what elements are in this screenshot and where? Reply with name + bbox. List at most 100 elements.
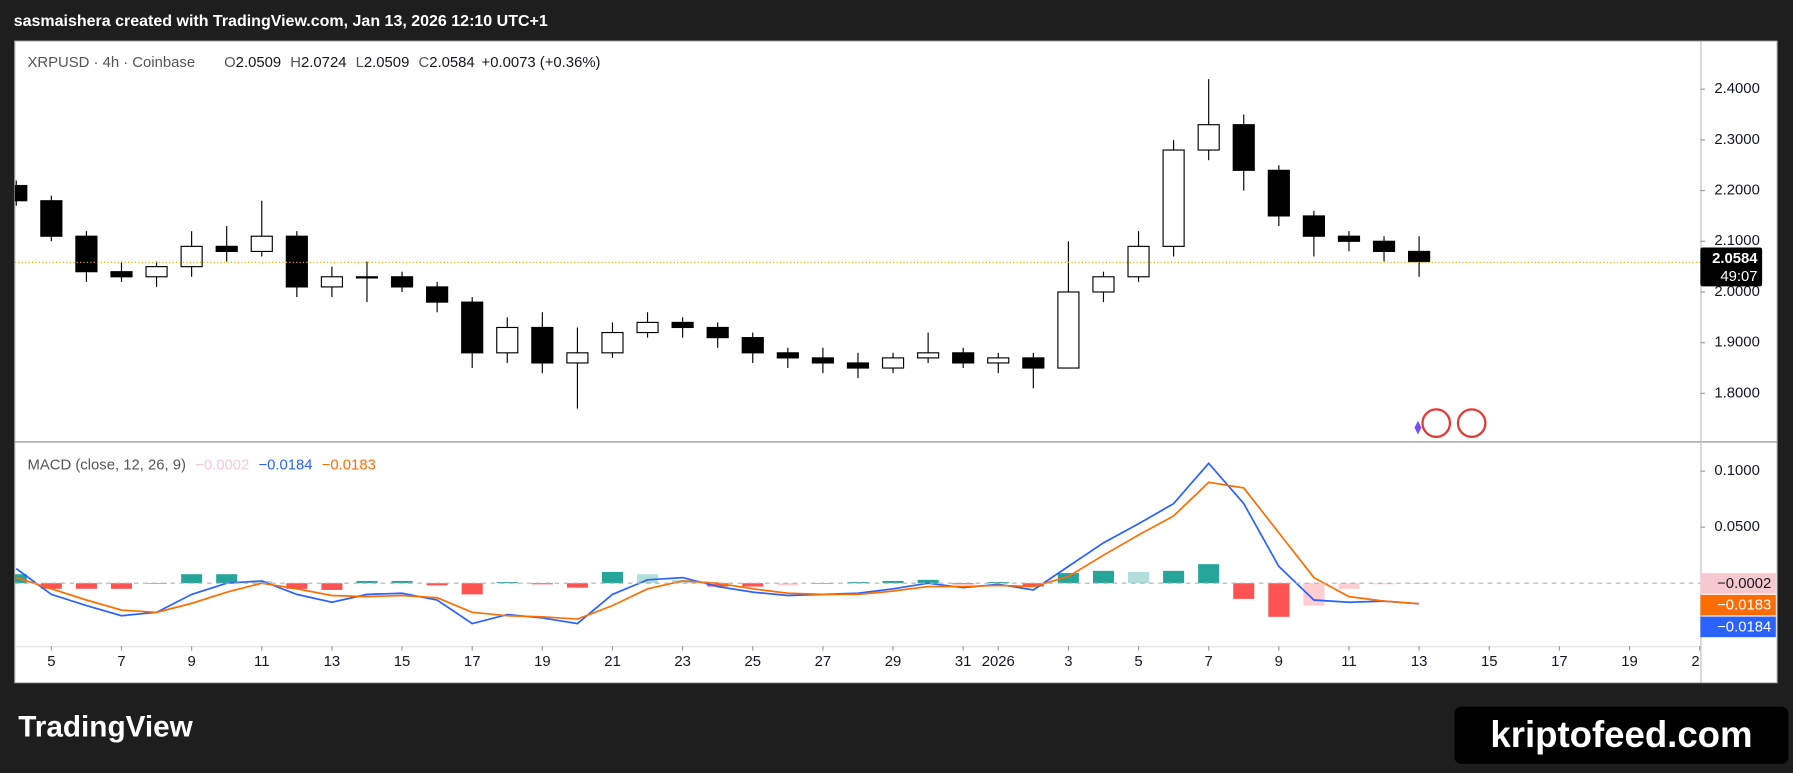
candle-body (1267, 169, 1290, 217)
x-tick-label: 15 (1481, 654, 1498, 670)
histogram-bar (426, 583, 448, 586)
x-tick-label: 25 (744, 654, 761, 670)
histogram-bar (1092, 570, 1114, 584)
candle-body (426, 286, 449, 303)
x-tick-label: 29 (885, 654, 902, 670)
histogram-bar (777, 583, 799, 586)
y-tick-label: 2.0000 (1714, 284, 1759, 300)
last-price-label: 2.0584 (1712, 251, 1758, 267)
histogram-bar (216, 574, 238, 584)
x-tick-label: 11 (254, 654, 269, 670)
candle-body (1232, 124, 1255, 171)
x-tick-label: 5 (1134, 654, 1142, 670)
x-tick-label: 19 (534, 654, 551, 670)
x-tick-label: 21 (604, 654, 621, 670)
value-tag (1700, 594, 1776, 616)
histogram-bar (1268, 583, 1290, 617)
candle-body (461, 301, 484, 354)
candle-body (846, 362, 870, 369)
x-tick-label: 21 (1691, 654, 1708, 670)
candle-body (1372, 240, 1396, 253)
histogram-bar (952, 583, 974, 585)
header-title: sasmaishera created with TradingView.com… (14, 13, 548, 30)
histogram-bar (1057, 573, 1079, 584)
histogram-bar (286, 583, 308, 589)
ohlc-value: 2.0509 (236, 55, 281, 71)
ohlc-value: 2.0509 (364, 55, 409, 71)
candle-body (285, 235, 308, 288)
histogram-bar (1163, 570, 1185, 584)
y-tick-label: 2.2000 (1714, 183, 1759, 199)
ohlc-key: L (356, 55, 364, 71)
x-tick-label: 9 (1275, 654, 1283, 670)
signal-line (16, 481, 1420, 620)
x-tick-label: 27 (815, 654, 832, 670)
candle-body (14, 184, 28, 202)
macd-line (15, 461, 1420, 625)
histogram-bar (40, 583, 62, 589)
x-tick-label: 15 (394, 654, 411, 670)
y-tick-label: 2.1000 (1714, 233, 1759, 249)
macd-legend: MACD (close, 12, 26, 9) −0.0002 −0.0184 −0.… (27, 457, 375, 473)
histogram-bar (531, 583, 553, 585)
brand-logo: TradingView (18, 710, 193, 743)
candle-body (180, 245, 203, 268)
candle-body (636, 321, 659, 334)
x-tick-label: 31 (955, 654, 972, 670)
histogram-bar (707, 583, 729, 587)
x-tick-label: 19 (1621, 654, 1638, 670)
candle-body (601, 331, 624, 354)
x-tick-label: 11 (1341, 654, 1356, 670)
candle-body (250, 235, 273, 253)
candle-body (320, 276, 344, 288)
candle-body (741, 337, 764, 354)
y-tick-label: 1.8000 (1714, 385, 1759, 401)
x-tick-label: 13 (324, 654, 341, 670)
histogram-bar (1022, 583, 1044, 587)
ohlc-key: O (224, 55, 236, 71)
candle-body (110, 271, 133, 278)
countdown-label: 49:07 (1720, 269, 1757, 285)
x-tick-label: 7 (1205, 654, 1213, 670)
histogram-bar (461, 583, 483, 595)
candle-body (390, 276, 414, 288)
candle-body (1302, 215, 1325, 237)
candle-body (1092, 276, 1115, 293)
candle-body (355, 276, 379, 279)
candle-body (917, 352, 940, 359)
histogram-bar (1373, 583, 1395, 585)
x-tick-label: 3 (1064, 654, 1072, 670)
candle-body (1337, 235, 1361, 242)
x-tick-label: 2026 (982, 654, 1015, 670)
candle-body (496, 326, 519, 354)
event-icon[interactable] (1456, 408, 1487, 438)
x-tick-label: 17 (1551, 654, 1568, 670)
histogram-bar (391, 580, 413, 584)
ohlc-key: C (418, 55, 429, 71)
candle-body (1127, 245, 1150, 278)
value-tag-label: −0.0183 (1717, 598, 1771, 614)
candle-body (881, 357, 905, 369)
candle-body (987, 357, 1010, 364)
histogram-bar (356, 580, 378, 584)
y-tick-label: 2.3000 (1714, 132, 1759, 148)
plot-area (14, 79, 1431, 625)
x-tick-label: 7 (117, 654, 125, 670)
x-tick-label: 9 (187, 654, 195, 670)
candle-body (566, 352, 589, 364)
value-tag-label: −0.0002 (1717, 576, 1771, 592)
legend-value: −0.0183 (322, 457, 376, 473)
candle-body (1197, 124, 1220, 151)
ohlc-legend: O2.0509 H2.0724 L2.0509 C2.0584 +0.0073 (+0.… (224, 55, 600, 71)
y-tick-label: 2.4000 (1714, 81, 1759, 97)
histogram-bar (75, 583, 97, 589)
event-icon[interactable] (1421, 408, 1452, 438)
histogram-bar (917, 579, 939, 584)
candle-body (811, 357, 834, 364)
candle-body (531, 326, 554, 364)
event-spark (1414, 420, 1422, 435)
value-tag-label: −0.0184 (1717, 619, 1771, 635)
histogram-bar (1128, 571, 1150, 584)
